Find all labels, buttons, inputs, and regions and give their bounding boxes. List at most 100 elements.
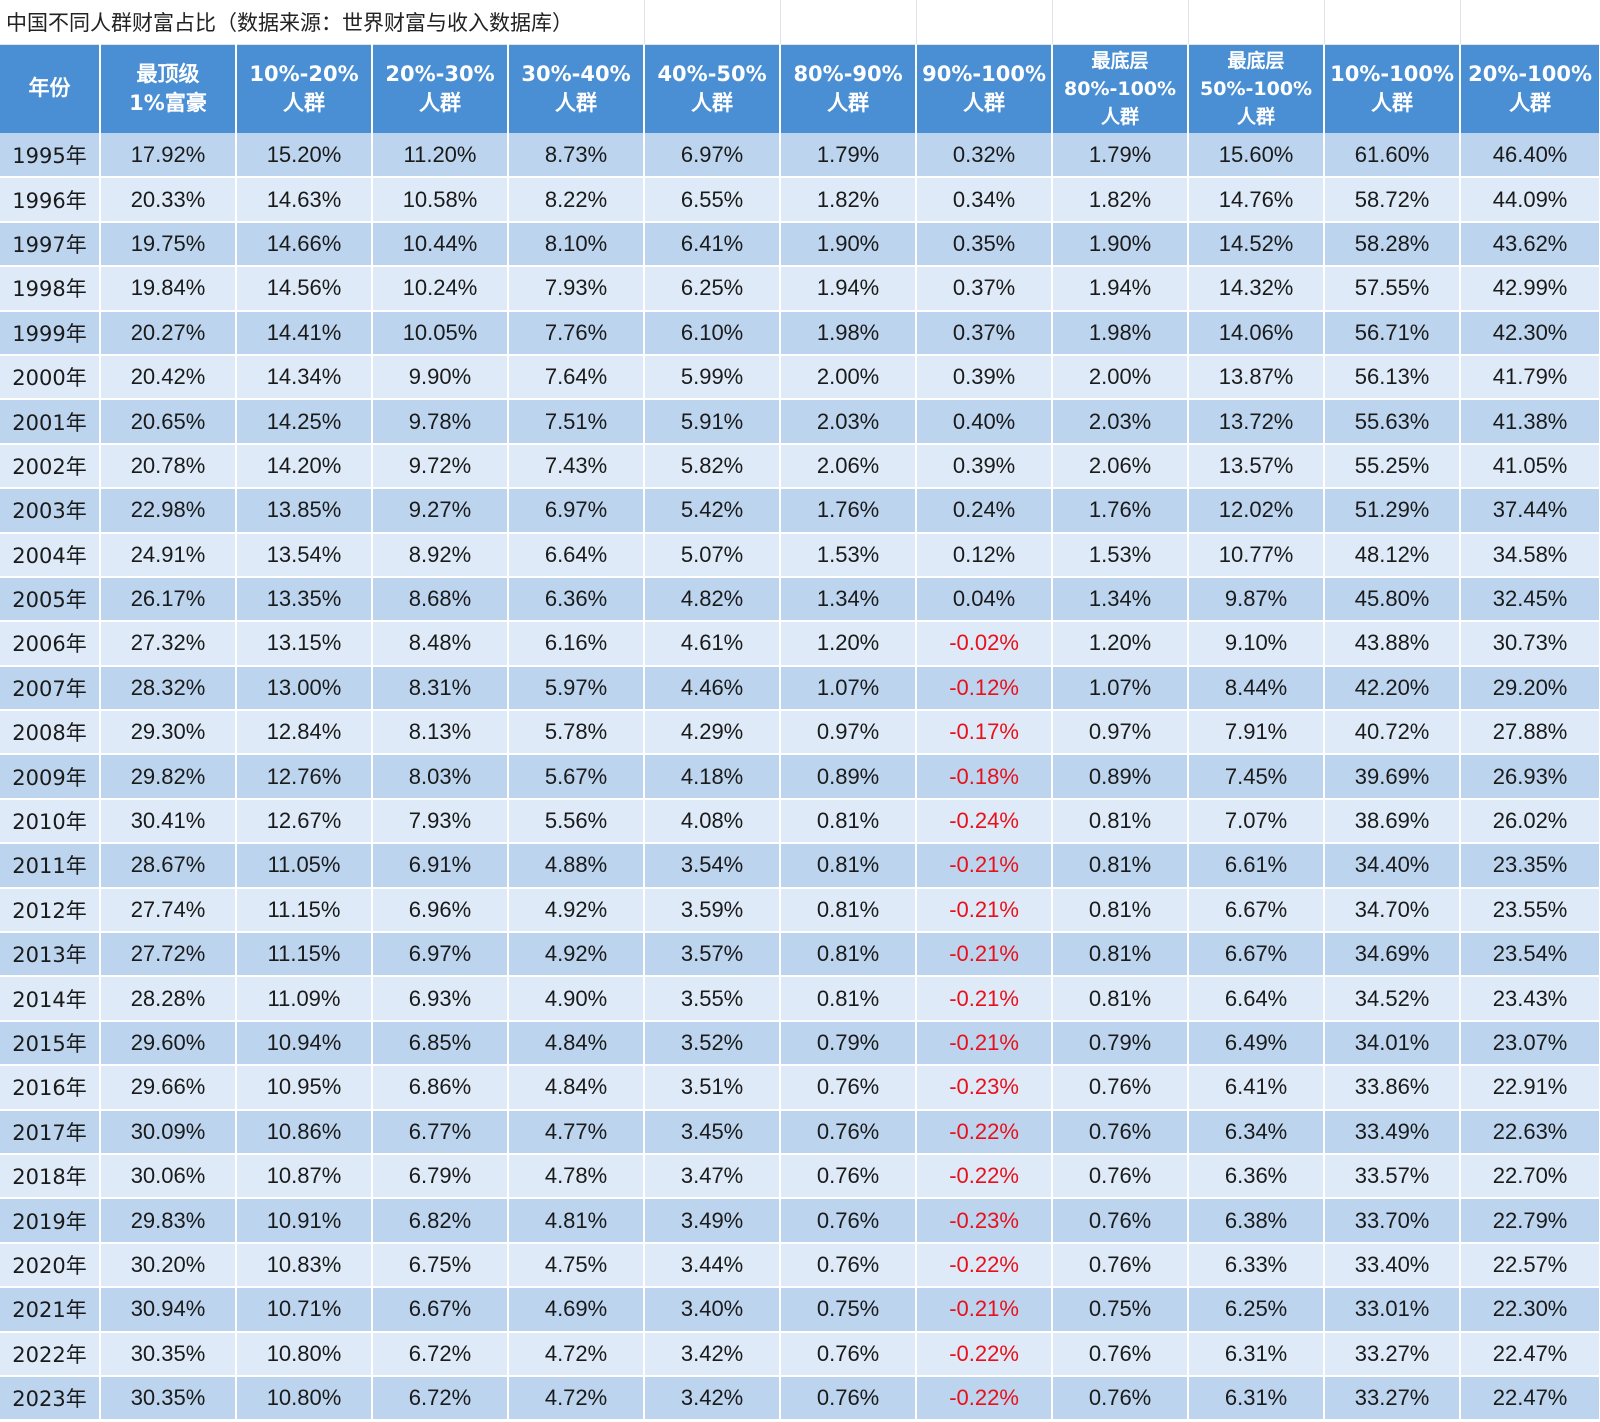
value-cell-p80_90[interactable]: 1.34% xyxy=(780,576,918,623)
value-cell-p20_30[interactable]: 6.97% xyxy=(372,932,509,978)
value-cell-p30_40[interactable]: 5.78% xyxy=(508,710,646,756)
column-header-p40_50[interactable]: 40%-50% 人群 xyxy=(644,44,782,133)
value-cell-bottom50_100[interactable]: 6.38% xyxy=(1188,1198,1326,1244)
value-cell-p30_40[interactable]: 4.77% xyxy=(508,1109,646,1155)
value-cell-p20_100[interactable]: 37.44% xyxy=(1460,488,1600,534)
value-cell-p90_100[interactable]: -0.22% xyxy=(916,1242,1054,1289)
value-cell-bottom80_100[interactable]: 1.79% xyxy=(1052,133,1190,179)
value-cell-bottom80_100[interactable]: 0.76% xyxy=(1052,1065,1190,1111)
value-cell-p20_100[interactable]: 30.73% xyxy=(1460,621,1600,667)
value-cell-top1[interactable]: 27.32% xyxy=(100,621,237,667)
value-cell-p80_90[interactable]: 0.76% xyxy=(780,1109,918,1155)
value-cell-bottom50_100[interactable]: 14.52% xyxy=(1188,221,1326,268)
value-cell-p10_20[interactable]: 10.71% xyxy=(236,1287,373,1333)
value-cell-p80_90[interactable]: 0.81% xyxy=(780,887,918,934)
value-cell-bottom80_100[interactable]: 2.06% xyxy=(1052,443,1190,490)
value-cell-p80_90[interactable]: 0.89% xyxy=(780,754,918,800)
empty-cell[interactable] xyxy=(644,0,781,45)
value-cell-p10_100[interactable]: 33.70% xyxy=(1324,1198,1462,1244)
year-cell[interactable]: 1999年 xyxy=(0,310,101,356)
value-cell-p10_20[interactable]: 13.15% xyxy=(236,621,373,667)
value-cell-p10_100[interactable]: 40.72% xyxy=(1324,710,1462,756)
value-cell-bottom50_100[interactable]: 6.67% xyxy=(1188,887,1326,934)
value-cell-p10_100[interactable]: 34.01% xyxy=(1324,1020,1462,1067)
value-cell-p40_50[interactable]: 4.29% xyxy=(644,710,782,756)
value-cell-p80_90[interactable]: 1.53% xyxy=(780,532,918,578)
value-cell-p20_100[interactable]: 34.58% xyxy=(1460,532,1600,578)
value-cell-bottom50_100[interactable]: 7.91% xyxy=(1188,710,1326,756)
year-cell[interactable]: 2022年 xyxy=(0,1331,101,1377)
value-cell-p20_100[interactable]: 27.88% xyxy=(1460,710,1600,756)
value-cell-p20_30[interactable]: 9.27% xyxy=(372,488,509,534)
year-cell[interactable]: 2011年 xyxy=(0,843,101,889)
value-cell-bottom50_100[interactable]: 15.60% xyxy=(1188,133,1326,179)
value-cell-p80_90[interactable]: 2.00% xyxy=(780,354,918,401)
value-cell-top1[interactable]: 19.75% xyxy=(100,221,237,268)
value-cell-p10_100[interactable]: 57.55% xyxy=(1324,266,1462,312)
value-cell-p30_40[interactable]: 4.81% xyxy=(508,1198,646,1244)
value-cell-p40_50[interactable]: 5.42% xyxy=(644,488,782,534)
year-cell[interactable]: 2012年 xyxy=(0,887,101,934)
value-cell-p10_100[interactable]: 33.57% xyxy=(1324,1153,1462,1200)
value-cell-bottom50_100[interactable]: 6.64% xyxy=(1188,976,1326,1022)
value-cell-p40_50[interactable]: 6.55% xyxy=(644,177,782,223)
value-cell-bottom50_100[interactable]: 10.77% xyxy=(1188,532,1326,578)
value-cell-p30_40[interactable]: 8.73% xyxy=(508,133,646,179)
value-cell-p90_100[interactable]: -0.21% xyxy=(916,932,1054,978)
value-cell-p10_20[interactable]: 15.20% xyxy=(236,133,373,179)
value-cell-bottom80_100[interactable]: 1.82% xyxy=(1052,177,1190,223)
value-cell-p10_100[interactable]: 55.63% xyxy=(1324,399,1462,445)
year-cell[interactable]: 2015年 xyxy=(0,1020,101,1067)
value-cell-p90_100[interactable]: -0.22% xyxy=(916,1109,1054,1155)
value-cell-p10_20[interactable]: 13.35% xyxy=(236,576,373,623)
value-cell-p10_20[interactable]: 14.63% xyxy=(236,177,373,223)
value-cell-p10_20[interactable]: 13.54% xyxy=(236,532,373,578)
value-cell-p10_20[interactable]: 10.95% xyxy=(236,1065,373,1111)
column-header-year[interactable]: 年份 xyxy=(0,44,101,133)
value-cell-p10_20[interactable]: 11.15% xyxy=(236,932,373,978)
value-cell-p20_30[interactable]: 6.72% xyxy=(372,1331,509,1377)
value-cell-p30_40[interactable]: 6.16% xyxy=(508,621,646,667)
value-cell-p20_100[interactable]: 22.47% xyxy=(1460,1331,1600,1377)
year-cell[interactable]: 2010年 xyxy=(0,798,101,845)
value-cell-p40_50[interactable]: 5.07% xyxy=(644,532,782,578)
value-cell-p20_100[interactable]: 22.63% xyxy=(1460,1109,1600,1155)
value-cell-top1[interactable]: 30.35% xyxy=(100,1331,237,1377)
value-cell-p80_90[interactable]: 1.76% xyxy=(780,488,918,534)
empty-cell[interactable] xyxy=(1324,0,1461,45)
column-header-p10_100[interactable]: 10%-100% 人群 xyxy=(1324,44,1462,133)
value-cell-bottom80_100[interactable]: 0.76% xyxy=(1052,1242,1190,1289)
value-cell-top1[interactable]: 29.30% xyxy=(100,710,237,756)
value-cell-bottom50_100[interactable]: 6.33% xyxy=(1188,1242,1326,1289)
value-cell-p20_30[interactable]: 8.68% xyxy=(372,576,509,623)
value-cell-top1[interactable]: 20.78% xyxy=(100,443,237,490)
value-cell-p40_50[interactable]: 3.54% xyxy=(644,843,782,889)
value-cell-p20_100[interactable]: 23.35% xyxy=(1460,843,1600,889)
value-cell-top1[interactable]: 28.28% xyxy=(100,976,237,1022)
year-cell[interactable]: 2000年 xyxy=(0,354,101,401)
value-cell-bottom80_100[interactable]: 0.97% xyxy=(1052,710,1190,756)
year-cell[interactable]: 2007年 xyxy=(0,665,101,712)
value-cell-top1[interactable]: 19.84% xyxy=(100,266,237,312)
value-cell-p40_50[interactable]: 3.57% xyxy=(644,932,782,978)
value-cell-p30_40[interactable]: 4.84% xyxy=(508,1065,646,1111)
value-cell-p90_100[interactable]: -0.18% xyxy=(916,754,1054,800)
value-cell-p10_20[interactable]: 11.09% xyxy=(236,976,373,1022)
value-cell-p10_20[interactable]: 12.84% xyxy=(236,710,373,756)
value-cell-p30_40[interactable]: 6.64% xyxy=(508,532,646,578)
value-cell-p90_100[interactable]: -0.17% xyxy=(916,710,1054,756)
value-cell-p80_90[interactable]: 1.20% xyxy=(780,621,918,667)
value-cell-p10_100[interactable]: 33.86% xyxy=(1324,1065,1462,1111)
value-cell-bottom80_100[interactable]: 1.76% xyxy=(1052,488,1190,534)
value-cell-p40_50[interactable]: 6.97% xyxy=(644,133,782,179)
value-cell-p10_100[interactable]: 61.60% xyxy=(1324,133,1462,179)
value-cell-bottom50_100[interactable]: 13.87% xyxy=(1188,354,1326,401)
value-cell-p80_90[interactable]: 1.90% xyxy=(780,221,918,268)
value-cell-p80_90[interactable]: 1.94% xyxy=(780,266,918,312)
value-cell-p90_100[interactable]: -0.12% xyxy=(916,665,1054,712)
value-cell-p30_40[interactable]: 5.56% xyxy=(508,798,646,845)
value-cell-bottom50_100[interactable]: 7.45% xyxy=(1188,754,1326,800)
value-cell-bottom50_100[interactable]: 7.07% xyxy=(1188,798,1326,845)
value-cell-p90_100[interactable]: -0.21% xyxy=(916,887,1054,934)
value-cell-p30_40[interactable]: 4.69% xyxy=(508,1287,646,1333)
